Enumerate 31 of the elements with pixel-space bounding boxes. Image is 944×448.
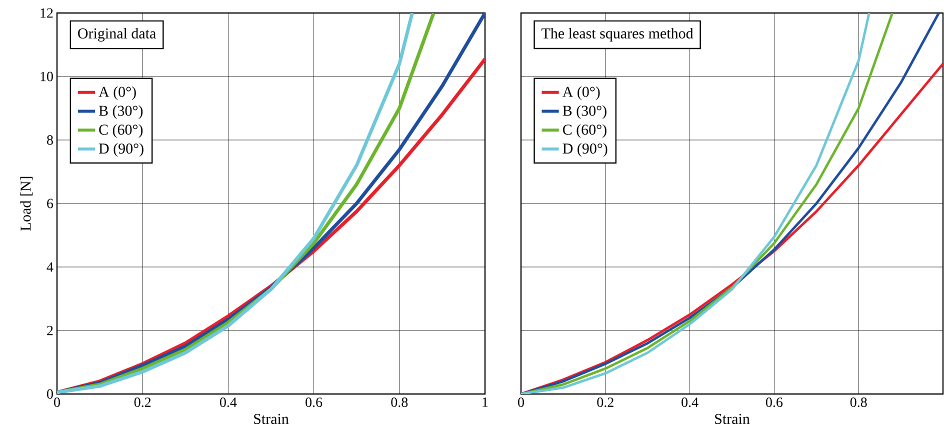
legend-label: D (90°) [98,143,144,157]
x-tick-label: 0.6 [306,398,322,408]
text: The least squares method [542,28,694,42]
x-axis-title: Strain [715,414,750,424]
x-axis-title: Strain [254,414,289,424]
x-tick-label: 0.2 [134,398,151,408]
x-tick-label: 0.8 [391,398,408,408]
legend-label: D (90°) [562,143,608,157]
text: Original data [78,28,156,42]
x-tick-label: 0.4 [682,398,698,408]
legend-label: A (0°) [98,86,136,100]
y-tick-label: 6 [47,198,54,208]
y-tick-label: 4 [46,262,54,272]
x-tick-label: 0 [518,398,524,407]
legend-label: B (30°) [562,105,606,119]
x-tick-label: 0.6 [766,398,783,408]
legend-label: C (60°) [562,124,606,138]
x-tick-label: 0.4 [220,398,237,408]
y-tick-label: 10 [40,72,53,82]
x-tick-label: 0 [54,398,60,407]
legend-label: A (0°) [562,86,600,100]
x-tick-label: 0.8 [850,398,867,408]
y-tick-label: 0 [47,389,53,399]
x-tick-label: 1 [482,398,488,407]
y-tick-label: 8 [47,135,53,145]
y-axis-title: Load [N] [20,176,33,231]
legend-label: B (30°) [98,105,143,119]
legend-label: C (60°) [99,124,143,138]
x-tick-label: 0.2 [597,398,614,408]
y-tick-label: 12 [40,8,53,18]
y-tick-label: 2 [47,326,53,336]
